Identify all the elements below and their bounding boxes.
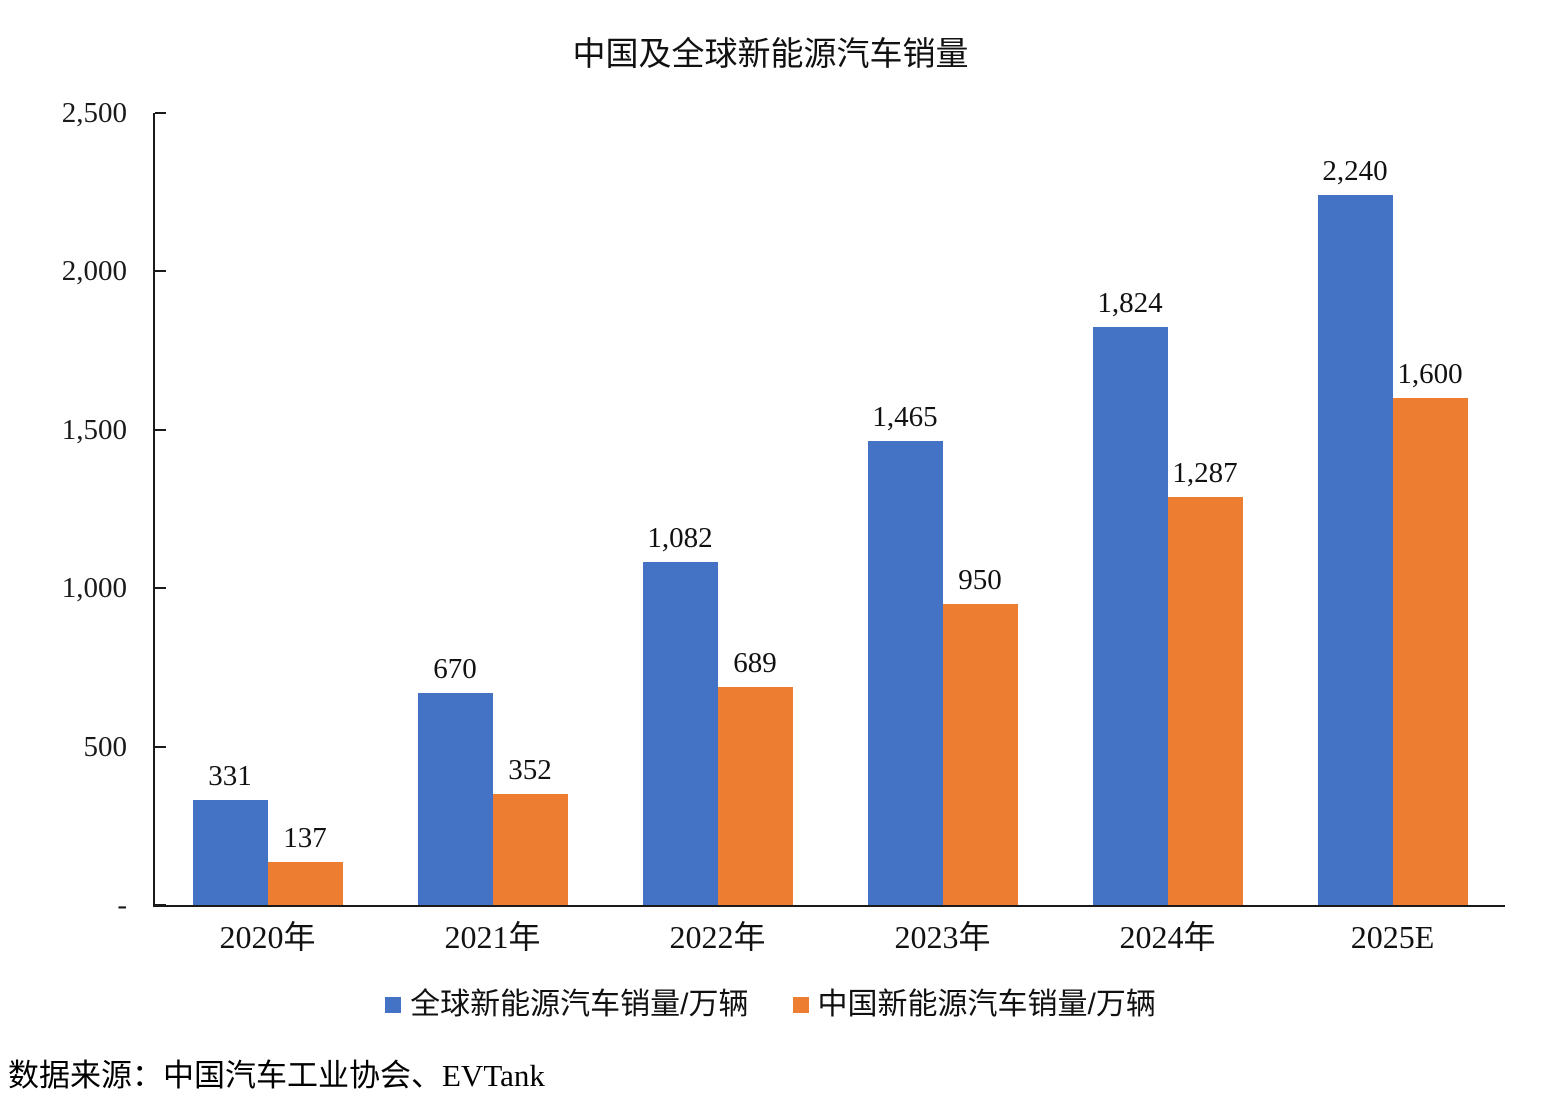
legend: 全球新能源汽车销量/万辆 中国新能源汽车销量/万辆 [0, 988, 1541, 1022]
bar-value-label: 950 [958, 564, 1002, 597]
y-axis-tick-label: 2,000 [61, 255, 127, 288]
bar-series-0-cat-3 [867, 440, 943, 905]
bar-value-label: 352 [508, 753, 552, 786]
y-axis-tick [155, 112, 166, 114]
legend-swatch-icon [792, 997, 809, 1013]
source-note: 数据来源：中国汽车工业协会、EVTank [8, 1058, 545, 1093]
y-axis-tick [155, 587, 166, 590]
bar-value-label: 2,240 [1322, 155, 1388, 188]
bar-value-label: 689 [733, 646, 777, 679]
chart-title: 中国及全球新能源汽车销量 [572, 35, 969, 72]
bar-value-label: 331 [208, 760, 252, 793]
bar-value-label: 1,600 [1397, 358, 1463, 391]
bar-series-1-cat-2 [717, 686, 793, 905]
legend-item-1: 中国新能源汽车销量/万辆 [792, 988, 1156, 1022]
y-axis-tick-label: 1,500 [61, 413, 127, 446]
bar-series-0-cat-5 [1317, 195, 1393, 905]
bar-value-label: 1,465 [872, 400, 938, 433]
x-axis-label: 2021年 [444, 919, 541, 955]
y-axis-tick [155, 270, 166, 273]
bar-series-1-cat-3 [942, 604, 1018, 905]
bar-value-label: 1,082 [647, 522, 713, 555]
bar-series-1-cat-0 [267, 861, 343, 905]
legend-label: 中国新能源汽车销量/万辆 [817, 988, 1156, 1021]
bar-series-1-cat-1 [492, 793, 568, 905]
bar-value-label: 670 [433, 652, 477, 685]
x-axis-label: 2024年 [1119, 919, 1216, 955]
bar-series-1-cat-4 [1167, 497, 1243, 905]
legend-swatch-icon [385, 997, 402, 1013]
x-axis-label: 2023年 [894, 919, 991, 955]
bar-value-label: 137 [283, 821, 327, 854]
bar-series-0-cat-2 [642, 562, 718, 905]
y-axis-tick [155, 904, 166, 906]
plot-area: 331 137 670 352 1,082 689 1,465 950 1,824 1,287 2,… [153, 112, 1505, 907]
bar-value-label: 1,824 [1097, 287, 1163, 320]
legend-item-0: 全球新能源汽车销量/万辆 [385, 988, 749, 1022]
y-axis-tick-label: - [117, 889, 127, 921]
x-axis-label: 2022年 [669, 919, 766, 955]
y-axis-tick-label: 2,500 [61, 97, 127, 129]
x-axis-label: 2025E [1350, 919, 1435, 955]
bar-series-0-cat-1 [417, 692, 493, 905]
y-axis-tick [155, 745, 166, 748]
bar-value-label: 1,287 [1172, 457, 1238, 490]
legend-label: 全球新能源汽车销量/万辆 [410, 988, 749, 1021]
bar-series-0-cat-4 [1092, 327, 1168, 905]
bar-series-0-cat-0 [192, 800, 268, 905]
x-axis-label: 2020年 [219, 919, 316, 955]
y-axis-tick-label: 1,000 [61, 572, 127, 605]
y-axis-tick [155, 428, 166, 431]
bar-series-1-cat-5 [1392, 398, 1468, 905]
y-axis-tick-label: 500 [83, 730, 128, 763]
